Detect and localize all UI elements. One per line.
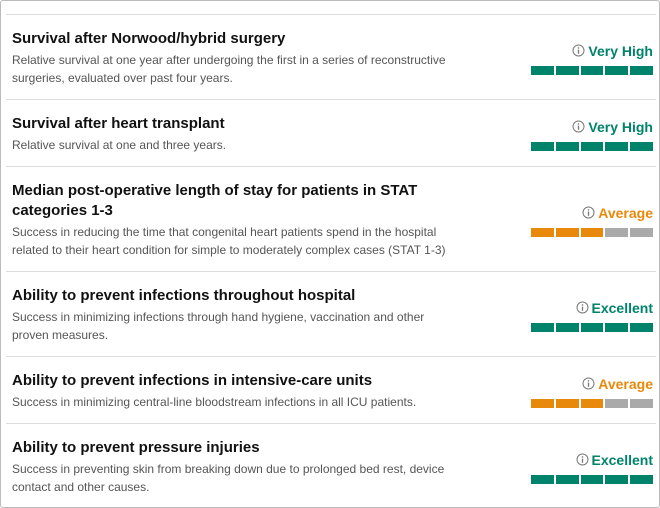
metric-row: Survival after heart transplant Relative … — [6, 100, 656, 167]
rating-segment — [580, 322, 604, 332]
rating-segment — [580, 65, 604, 75]
rating-line: Excellent — [576, 299, 653, 317]
rating-segment — [580, 141, 604, 151]
rating-line: Average — [582, 375, 653, 393]
rating-label: Excellent — [591, 299, 653, 316]
metric-rating: Excellent — [531, 451, 653, 484]
metric-title: Ability to prevent pressure injuries — [12, 439, 260, 456]
rating-label: Average — [598, 375, 653, 392]
rating-line: Excellent — [576, 451, 653, 469]
rating-segment — [580, 227, 604, 237]
metric-title: Ability to prevent infections in intensi… — [12, 372, 373, 389]
metric-description: Relative survival at one year after unde… — [12, 53, 446, 85]
info-icon[interactable] — [582, 377, 595, 390]
rating-segment — [630, 65, 653, 75]
metric-rating: Average — [531, 375, 653, 408]
rating-segment — [555, 141, 579, 151]
rating-line: Very High — [572, 118, 653, 136]
metric-description: Relative survival at one and three years… — [12, 138, 227, 152]
metric-rating: Average — [531, 204, 653, 237]
rating-label: Average — [598, 204, 653, 221]
rating-segment — [555, 322, 579, 332]
rating-segment — [605, 65, 629, 75]
rating-segment — [555, 474, 579, 484]
rating-segment — [630, 474, 653, 484]
metric-description: Success in minimizing infections through… — [12, 310, 425, 342]
rating-segment — [605, 141, 629, 151]
rating-bar — [531, 322, 653, 332]
metric-description: Success in minimizing central-line blood… — [12, 395, 417, 409]
metric-description: Success in reducing the time that congen… — [12, 225, 446, 257]
rating-label: Excellent — [591, 451, 653, 468]
rating-bar — [531, 65, 653, 75]
rating-segment — [605, 322, 629, 332]
rating-segment — [580, 474, 604, 484]
rating-segment — [630, 141, 653, 151]
rating-label: Very High — [588, 42, 653, 59]
rating-segment — [605, 227, 629, 237]
metric-title: Survival after Norwood/hybrid surgery — [12, 30, 286, 47]
metric-title: Survival after heart transplant — [12, 115, 225, 132]
metric-title: Ability to prevent infections throughout… — [12, 287, 356, 304]
rating-label: Very High — [588, 118, 653, 135]
rating-segment — [531, 227, 554, 237]
metric-text: Survival after Norwood/hybrid surgery Rel… — [12, 29, 462, 87]
rating-segment — [630, 227, 653, 237]
metric-row: Median post-operative length of stay for… — [6, 167, 656, 272]
rating-segment — [531, 398, 554, 408]
rating-segment — [531, 141, 554, 151]
rating-segment — [555, 398, 579, 408]
info-icon[interactable] — [572, 44, 585, 57]
rating-bar — [531, 398, 653, 408]
metric-rating: Excellent — [531, 299, 653, 332]
metric-text: Median post-operative length of stay for… — [12, 181, 462, 259]
rating-segment — [605, 474, 629, 484]
rating-segment — [630, 322, 653, 332]
metric-row: Survival after Norwood/hybrid surgery Rel… — [6, 15, 656, 100]
rating-line: Average — [582, 204, 653, 222]
metric-text: Ability to prevent infections throughout… — [12, 286, 462, 344]
rating-segment — [580, 398, 604, 408]
rating-line: Very High — [572, 42, 653, 60]
metric-list: Survival after Norwood/hybrid surgery Rel… — [6, 14, 656, 507]
rating-segment — [630, 398, 653, 408]
rating-segment — [531, 474, 554, 484]
metric-row: Ability to prevent infections in intensi… — [6, 357, 656, 424]
metric-text: Ability to prevent infections in intensi… — [12, 371, 462, 411]
rating-segment — [531, 322, 554, 332]
metric-text: Survival after heart transplant Relative … — [12, 114, 462, 154]
rating-segment — [531, 65, 554, 75]
metric-rating: Very High — [531, 42, 653, 75]
rating-bar — [531, 141, 653, 151]
metric-text: Ability to prevent pressure injuries Succ… — [12, 438, 462, 496]
info-icon[interactable] — [576, 453, 589, 466]
info-icon[interactable] — [582, 206, 595, 219]
rating-bar — [531, 474, 653, 484]
rating-segment — [555, 227, 579, 237]
metric-description: Success in preventing skin from breaking… — [12, 462, 445, 494]
metric-title: Median post-operative length of stay for… — [12, 182, 418, 219]
metric-row: Ability to prevent pressure injuries Succ… — [6, 424, 656, 507]
info-icon[interactable] — [572, 120, 585, 133]
rating-bar — [531, 227, 653, 237]
metric-rating: Very High — [531, 118, 653, 151]
metric-row: Ability to prevent infections throughout… — [6, 272, 656, 357]
rating-segment — [605, 398, 629, 408]
info-icon[interactable] — [576, 301, 589, 314]
rating-segment — [555, 65, 579, 75]
